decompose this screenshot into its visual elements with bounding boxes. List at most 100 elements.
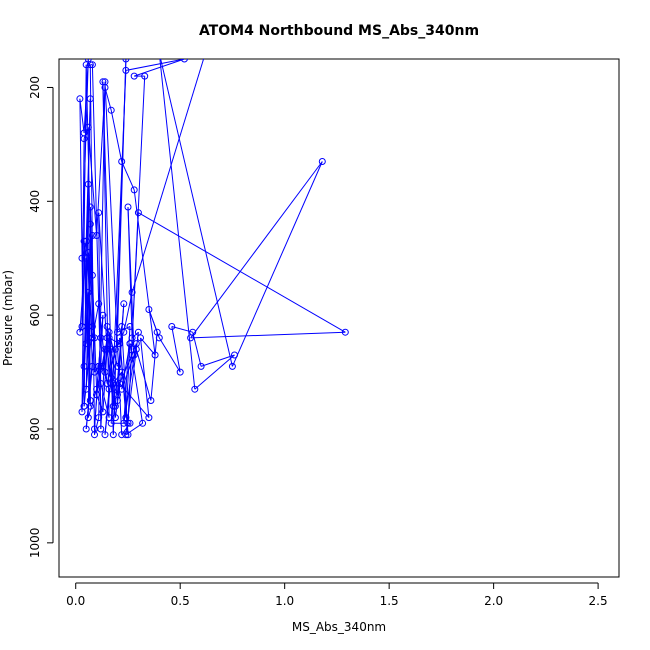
data-point — [156, 50, 162, 56]
series-segment — [138, 212, 346, 333]
data-point — [124, 419, 132, 427]
y-tick-label: 600 — [28, 304, 42, 327]
data-point — [82, 237, 90, 245]
data-point — [93, 391, 101, 399]
data-point — [93, 232, 101, 239]
data-point — [99, 311, 107, 319]
data-point — [139, 419, 147, 427]
series-segment — [102, 81, 114, 435]
series-segment — [96, 87, 106, 236]
data-point — [130, 72, 138, 80]
series-segment — [123, 343, 137, 424]
data-point — [82, 340, 90, 348]
series-segment — [102, 81, 110, 418]
data-point — [231, 351, 238, 359]
data-point — [120, 328, 128, 336]
series-segment — [104, 87, 112, 111]
data-point — [147, 397, 155, 404]
data-point — [84, 288, 92, 296]
data-point — [111, 345, 119, 353]
x-tick-label: 2.5 — [589, 594, 608, 608]
y-axis: 200 400 600 800 1000 — [28, 76, 54, 559]
series-segment — [190, 161, 323, 339]
series-segment — [150, 332, 158, 401]
series-segment — [117, 59, 127, 333]
data-point — [86, 203, 94, 211]
data-point — [145, 306, 153, 313]
series-segment — [87, 389, 98, 418]
series-segment — [200, 354, 235, 367]
series-segment — [127, 76, 146, 424]
data-point — [80, 135, 88, 143]
series-segment — [190, 331, 346, 339]
data-point — [341, 328, 349, 336]
data-point — [124, 203, 132, 211]
y-tick-label: 400 — [28, 190, 42, 213]
data-point — [118, 368, 126, 376]
data-point — [91, 368, 98, 376]
data-point — [176, 368, 184, 376]
data-point — [88, 323, 96, 330]
series-segment — [140, 337, 150, 418]
data-point — [128, 288, 136, 296]
data-point — [168, 323, 176, 330]
y-tick-label: 1000 — [28, 528, 42, 559]
data-point — [88, 271, 96, 279]
data-point — [118, 431, 126, 439]
data-point — [88, 61, 96, 69]
data-point — [95, 300, 103, 308]
series-segment — [91, 303, 100, 338]
series-segment — [125, 59, 185, 71]
series-segment — [123, 326, 131, 424]
x-tick-label: 1.5 — [380, 594, 399, 608]
data-point — [97, 362, 105, 370]
y-tick-label: 800 — [28, 418, 42, 441]
data-point — [82, 425, 90, 433]
data-point — [109, 431, 117, 439]
series-segment — [131, 59, 205, 293]
series-segment — [194, 354, 235, 390]
data-point — [191, 385, 199, 393]
data-point — [91, 431, 98, 439]
data-point — [145, 414, 153, 422]
data-point — [116, 380, 124, 387]
series-segment — [119, 354, 133, 384]
data-point — [202, 50, 208, 56]
data-point — [78, 254, 86, 262]
series-segment — [87, 224, 91, 418]
data-point — [105, 334, 113, 342]
data-point — [411, 50, 417, 56]
data-point — [126, 323, 134, 330]
data-point — [82, 385, 90, 393]
series-segment — [79, 241, 87, 333]
data-point — [99, 362, 107, 370]
x-tick-label: 0.5 — [171, 594, 190, 608]
data-point — [122, 66, 130, 74]
data-point — [180, 59, 188, 63]
series-segment — [171, 326, 193, 333]
series-segment — [158, 337, 181, 373]
y-axis-label: Pressure (mbar) — [1, 270, 15, 366]
series-segment — [98, 212, 102, 430]
data-point — [95, 362, 103, 370]
series-segment — [127, 206, 133, 338]
data-point — [120, 419, 128, 427]
y-tick-label: 200 — [28, 76, 42, 99]
data-point — [128, 351, 136, 359]
data-point — [114, 362, 121, 370]
series-0 — [76, 50, 417, 439]
series-segment — [133, 189, 156, 356]
series-segment — [85, 64, 93, 327]
series-segment — [134, 59, 185, 77]
series-segment — [121, 354, 135, 390]
data-point — [122, 59, 130, 63]
data-point — [76, 328, 84, 336]
data-point — [103, 323, 111, 330]
data-point — [151, 351, 159, 359]
series-segment — [102, 349, 108, 412]
series-segment — [96, 366, 100, 395]
data-point — [84, 414, 92, 422]
data-point — [137, 334, 144, 342]
data-point — [155, 334, 163, 342]
